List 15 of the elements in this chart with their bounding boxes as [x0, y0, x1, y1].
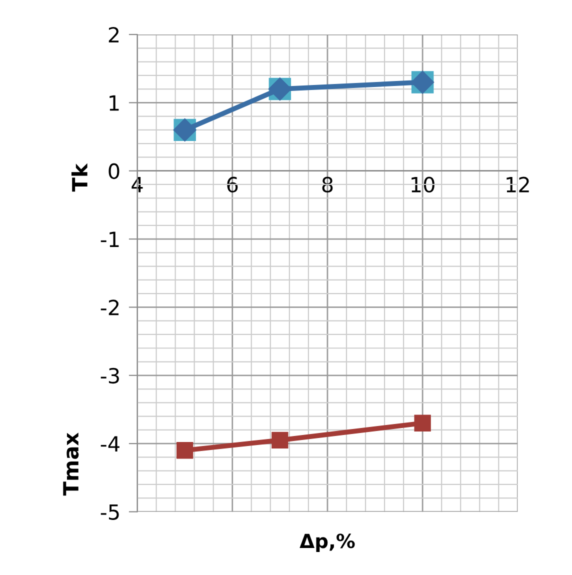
y-tick-label: -2	[100, 300, 119, 316]
y-tick-label: -5	[100, 504, 119, 520]
x-axis-title: Δp,%	[300, 534, 355, 552]
y-tick-label: -4	[100, 436, 120, 452]
y-tick-label: -1	[100, 232, 119, 247]
x-tick-label: 12	[506, 176, 529, 192]
point	[272, 432, 288, 448]
point	[176, 442, 194, 459]
point	[414, 414, 431, 432]
y-tick-label: 0	[108, 163, 120, 180]
y-axis-title: Tk	[71, 163, 88, 192]
y-tick-label: 2	[108, 26, 119, 42]
y-tick-label: -3	[100, 368, 119, 384]
text: Tmax	[63, 432, 79, 496]
y-tick-label: 1	[110, 95, 119, 111]
